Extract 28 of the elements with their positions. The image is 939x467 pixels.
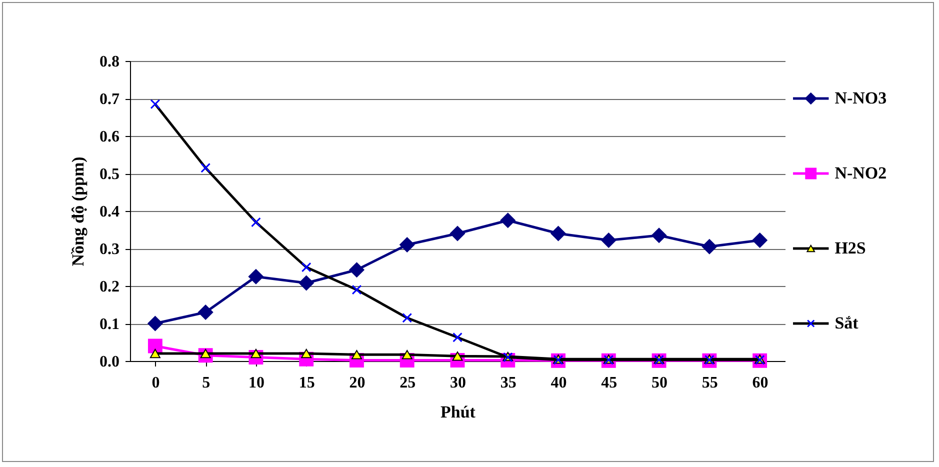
x-tick-label: 10 [248, 374, 264, 392]
x-tick-label: 0 [152, 374, 160, 392]
x-tick-label: 25 [400, 374, 416, 392]
x-tick-label: 45 [601, 374, 618, 392]
x-tick-label: 20 [349, 374, 366, 392]
legend-label: N-NO3 [834, 88, 887, 108]
y-tick-label: 0.5 [100, 166, 120, 183]
y-tick-label: 0.6 [100, 128, 120, 146]
x-tick-label: 55 [702, 374, 718, 392]
legend-label: N-NO2 [834, 164, 887, 182]
x-tick-label: 35 [500, 374, 516, 392]
y-tick-label: 0.7 [100, 91, 120, 108]
y-tick-label: 0.4 [100, 204, 120, 220]
x-axis-title: Phút [440, 402, 476, 422]
x-tick-label: 5 [202, 374, 210, 392]
y-tick-label: 0.3 [100, 241, 120, 258]
x-tick-label: 60 [752, 374, 768, 392]
x-tick-label: 30 [450, 374, 466, 392]
y-tick-label: 0.2 [100, 278, 120, 296]
legend-label: H2S [834, 238, 866, 258]
y-tick-label: 0.0 [100, 354, 120, 370]
legend-label: Sắt [834, 314, 859, 332]
y-tick-label: 0.8 [100, 54, 120, 70]
y-tick-label: 0.1 [100, 316, 120, 333]
y-axis-title: Nồng độ (ppm) [68, 156, 88, 266]
x-tick-label: 50 [652, 374, 668, 392]
x-tick-label: 40 [550, 374, 567, 392]
x-tick-label: 15 [298, 374, 315, 392]
